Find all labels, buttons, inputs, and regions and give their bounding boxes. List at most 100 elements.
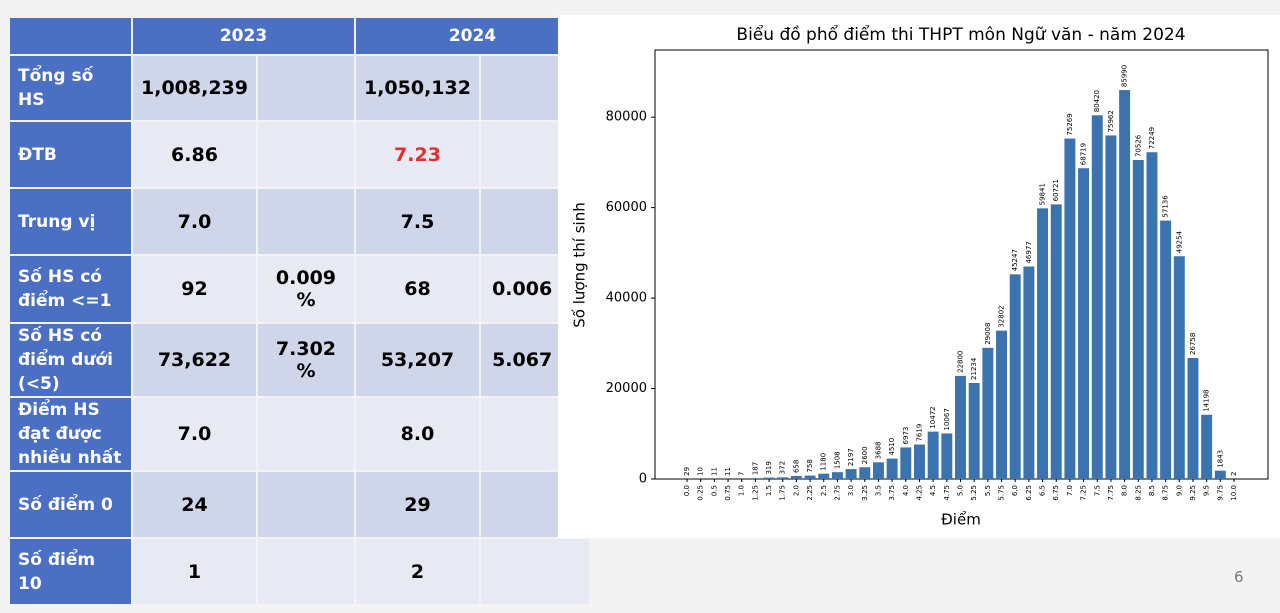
row-label: Số điểm 10: [10, 539, 131, 604]
bar: [1160, 220, 1172, 479]
x-tick-label: 7.5: [1093, 485, 1101, 496]
cell: 7.5: [355, 189, 479, 254]
data-label: 319: [765, 461, 773, 474]
bar: [1119, 90, 1131, 479]
x-tick-label: 1.25: [751, 485, 759, 501]
x-tick-label: 4.75: [943, 485, 951, 501]
x-tick-label: 2.5: [820, 485, 828, 496]
x-tick-label: 4.0: [902, 485, 910, 496]
bar: [1173, 256, 1185, 479]
cell: 8.0: [355, 398, 479, 470]
data-label: 45247: [1011, 249, 1019, 271]
bar: [1214, 470, 1226, 479]
x-tick-label: 4.5: [929, 485, 937, 496]
x-tick-label: 9.75: [1216, 485, 1224, 501]
data-label: 4510: [888, 438, 896, 456]
data-label: 57136: [1162, 195, 1170, 218]
bar: [1105, 135, 1117, 479]
data-label: 7619: [915, 424, 923, 442]
data-label: 70526: [1134, 134, 1142, 157]
data-label: 11: [710, 467, 718, 476]
data-label: 80420: [1093, 90, 1101, 112]
x-tick-label: 1.5: [765, 485, 773, 496]
bar: [749, 478, 761, 479]
x-tick-label: 5.0: [957, 485, 965, 496]
data-label: 59841: [1039, 183, 1047, 205]
cell: 7.0: [133, 398, 256, 470]
table-row: ĐTB 6.86 7.23: [10, 122, 589, 187]
table-row: Số điểm 10 1 2: [10, 539, 589, 604]
data-label: 75269: [1066, 113, 1074, 135]
x-tick-label: 6.0: [1011, 485, 1019, 496]
table-row: Điểm HS đạt được nhiều nhất 7.0 8.0: [10, 398, 589, 470]
x-tick-label: 4.25: [915, 485, 923, 501]
y-tick-label: 80000: [606, 110, 647, 125]
data-label: 3688: [874, 441, 882, 459]
data-label: 1843: [1216, 450, 1224, 468]
row-label: Số HS có điểm dưới (<5): [10, 324, 131, 396]
data-label: 1180: [820, 453, 828, 471]
cell: 6.86: [133, 122, 256, 187]
cell: 7.0: [133, 189, 256, 254]
table-row: Tổng số HS 1,008,239 1,050,132: [10, 56, 589, 120]
bar: [996, 330, 1007, 479]
cell: 29: [355, 472, 479, 537]
x-tick-label: 8.0: [1121, 485, 1129, 496]
y-tick-label: 40000: [606, 291, 647, 306]
cell: 1,008,239: [133, 56, 256, 120]
bar: [1146, 152, 1158, 479]
x-tick-label: 5.75: [998, 485, 1006, 501]
cell: 24: [133, 472, 256, 537]
x-tick-label: 8.5: [1148, 485, 1156, 496]
cell: 1: [133, 539, 256, 604]
data-label: 11: [724, 467, 732, 476]
row-label: Trung vị: [10, 189, 131, 254]
x-tick-label: 1.75: [779, 485, 787, 501]
bar: [1187, 357, 1199, 479]
x-tick-label: 10.0: [1230, 485, 1238, 501]
table-row: Trung vị 7.0 7.5: [10, 189, 589, 254]
cell: [257, 122, 354, 187]
page-number: 6: [1234, 568, 1244, 586]
x-tick-label: 7.75: [1107, 485, 1115, 501]
cell: 53,207: [355, 324, 479, 396]
x-tick-label: 0.25: [697, 485, 705, 501]
cell: [257, 56, 354, 120]
corner-cell: [10, 18, 131, 54]
x-tick-label: 9.25: [1189, 485, 1197, 501]
row-label: Số HS có điểm <=1: [10, 256, 131, 322]
cell: [480, 539, 589, 604]
x-tick-label: 8.25: [1134, 485, 1142, 501]
bar: [1132, 160, 1144, 479]
data-label: 26758: [1189, 333, 1197, 355]
x-tick-label: 3.0: [847, 485, 855, 496]
bar: [859, 467, 871, 479]
bar: [955, 375, 966, 479]
data-label: 68719: [1080, 143, 1088, 165]
bar: [914, 444, 925, 479]
row-label: Số điểm 0: [10, 472, 131, 537]
x-tick-label: 2.75: [833, 485, 841, 501]
table-row: Số điểm 0 24 29: [10, 472, 589, 537]
data-label: 372: [779, 461, 787, 474]
bar: [777, 477, 789, 479]
data-label: 60721: [1052, 179, 1060, 201]
y-tick-label: 0: [639, 472, 647, 487]
x-tick-label: 0.0: [683, 485, 691, 496]
x-tick-label: 6.5: [1039, 485, 1047, 496]
bar: [1009, 274, 1021, 479]
data-label: 32802: [998, 305, 1006, 327]
x-tick-label: 1.0: [738, 485, 746, 496]
data-label: 72249: [1148, 127, 1156, 149]
x-tick-label: 6.25: [1025, 485, 1033, 501]
cell: 7.23: [355, 122, 479, 187]
data-label: 49254: [1175, 230, 1183, 253]
x-tick-label: 2.0: [792, 485, 800, 496]
x-tick-label: 7.25: [1080, 485, 1088, 501]
bar: [941, 433, 953, 479]
chart: Biểu đồ phổ điểm thi THPT môn Ngữ văn - …: [558, 15, 1280, 538]
cell: 2: [355, 539, 479, 604]
data-label: 2197: [847, 448, 855, 466]
data-label: 85990: [1121, 65, 1129, 87]
